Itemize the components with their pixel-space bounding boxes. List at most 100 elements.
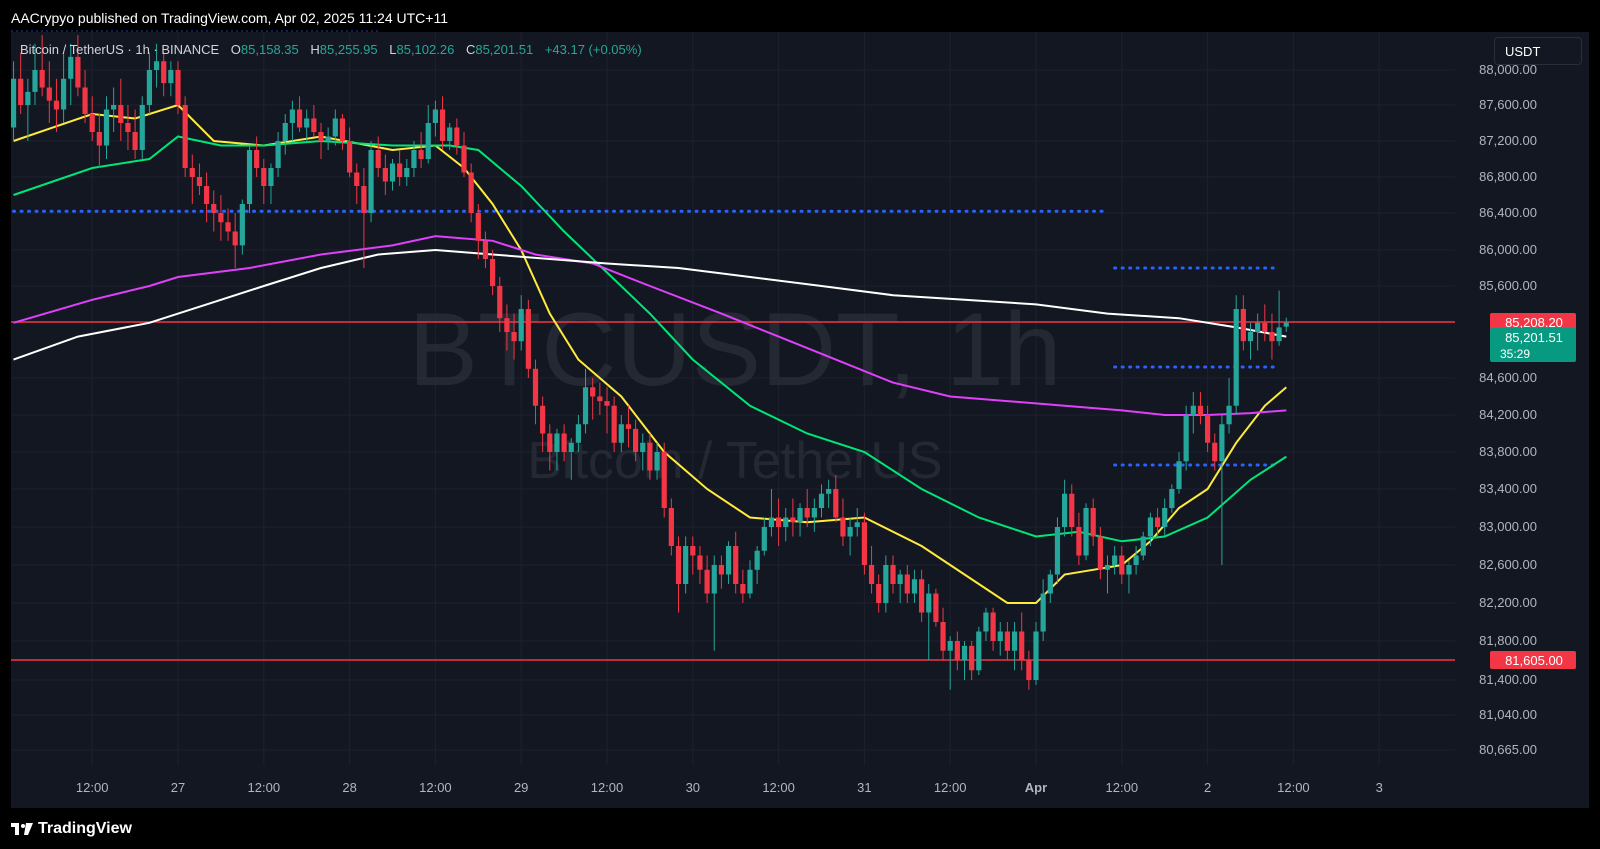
candle-body[interactable]: [1119, 555, 1125, 575]
candle-body[interactable]: [604, 401, 610, 406]
symbol-label[interactable]: Bitcoin / TetherUS · 1h · BINANCE: [20, 42, 220, 57]
candle-body[interactable]: [1269, 332, 1275, 342]
candle-body[interactable]: [633, 428, 639, 452]
candle-body[interactable]: [1219, 424, 1225, 462]
candle-body[interactable]: [1140, 536, 1146, 556]
time-axis[interactable]: [11, 765, 1455, 808]
candle-body[interactable]: [103, 109, 110, 146]
tradingview-brand[interactable]: TradingView: [11, 820, 132, 838]
candle-body[interactable]: [139, 105, 145, 150]
candle-body[interactable]: [132, 132, 138, 150]
candle-body[interactable]: [46, 87, 52, 101]
candle-body[interactable]: [733, 546, 739, 584]
candle-body[interactable]: [1112, 555, 1118, 566]
candle-body[interactable]: [911, 579, 918, 594]
candle-body[interactable]: [1183, 415, 1189, 462]
candle-body[interactable]: [1076, 527, 1082, 556]
candle-body[interactable]: [983, 612, 989, 632]
candle-body[interactable]: [175, 70, 181, 105]
candle-body[interactable]: [482, 240, 489, 259]
candle-body[interactable]: [868, 565, 875, 584]
candle-body[interactable]: [96, 132, 102, 146]
price-axis[interactable]: [1455, 32, 1589, 808]
candle-body[interactable]: [425, 123, 431, 159]
candle-body[interactable]: [897, 574, 903, 585]
candle-body[interactable]: [218, 213, 224, 223]
candle-body[interactable]: [1154, 517, 1161, 528]
candle-body[interactable]: [361, 186, 367, 213]
candle-body[interactable]: [239, 204, 245, 246]
candle-body[interactable]: [1026, 660, 1032, 681]
candle-body[interactable]: [53, 100, 60, 110]
candle-body[interactable]: [1169, 489, 1175, 508]
candle-body[interactable]: [826, 489, 832, 494]
candle-body[interactable]: [418, 150, 424, 159]
candle-body[interactable]: [1190, 405, 1196, 415]
candle-body[interactable]: [761, 527, 767, 551]
candle-body[interactable]: [282, 123, 288, 141]
candle-body[interactable]: [654, 452, 660, 471]
candle-body[interactable]: [461, 145, 467, 173]
candle-body[interactable]: [232, 231, 238, 246]
candle-body[interactable]: [125, 123, 131, 132]
candle-body[interactable]: [25, 91, 31, 105]
candle-body[interactable]: [1011, 631, 1018, 651]
candle-body[interactable]: [382, 168, 388, 182]
candle-body[interactable]: [704, 569, 710, 594]
candle-body[interactable]: [683, 546, 689, 584]
candle-body[interactable]: [532, 368, 539, 406]
candle-body[interactable]: [718, 565, 724, 575]
candle-body[interactable]: [940, 622, 946, 651]
candle-body[interactable]: [1069, 493, 1075, 527]
candle-body[interactable]: [847, 527, 853, 537]
candle-body[interactable]: [289, 109, 295, 124]
candle-body[interactable]: [768, 517, 775, 528]
candle-body[interactable]: [582, 387, 589, 425]
candle-body[interactable]: [969, 645, 975, 671]
candle-body[interactable]: [540, 405, 546, 434]
candle-body[interactable]: [1090, 508, 1096, 537]
candle-body[interactable]: [776, 517, 782, 528]
candle-body[interactable]: [318, 132, 324, 141]
candle-body[interactable]: [339, 118, 346, 142]
candle-body[interactable]: [447, 127, 453, 142]
candle-body[interactable]: [811, 508, 817, 518]
candle-body[interactable]: [1247, 332, 1254, 342]
candle-body[interactable]: [625, 424, 632, 429]
candle-body[interactable]: [1033, 631, 1039, 681]
candle-body[interactable]: [168, 70, 174, 84]
candle-body[interactable]: [961, 645, 968, 661]
candle-body[interactable]: [618, 424, 624, 443]
candle-body[interactable]: [354, 172, 360, 187]
candle-body[interactable]: [454, 127, 460, 146]
candle-body[interactable]: [1097, 536, 1103, 570]
candle-body[interactable]: [332, 118, 338, 137]
candle-body[interactable]: [711, 565, 717, 594]
candle-body[interactable]: [947, 641, 953, 651]
candle-body[interactable]: [1040, 593, 1046, 632]
candle-body[interactable]: [161, 61, 167, 84]
candle-body[interactable]: [311, 118, 317, 133]
candle-body[interactable]: [976, 631, 982, 671]
candle-body[interactable]: [18, 78, 24, 105]
candle-body[interactable]: [304, 118, 310, 128]
candle-body[interactable]: [490, 259, 496, 286]
candle-body[interactable]: [668, 508, 674, 546]
candle-body[interactable]: [1240, 309, 1246, 342]
candle-body[interactable]: [1133, 555, 1139, 566]
candle-body[interactable]: [261, 168, 267, 186]
candle-body[interactable]: [797, 508, 803, 523]
candle-body[interactable]: [833, 489, 839, 518]
candle-body[interactable]: [439, 109, 446, 142]
candle-body[interactable]: [783, 517, 789, 528]
candle-body[interactable]: [246, 150, 253, 204]
candle-body[interactable]: [568, 442, 574, 452]
candle-body[interactable]: [182, 105, 188, 168]
candle-body[interactable]: [926, 593, 932, 613]
candle-body[interactable]: [1176, 461, 1182, 489]
candle-body[interactable]: [904, 574, 910, 594]
candle-body[interactable]: [590, 387, 596, 397]
candle-body[interactable]: [375, 150, 381, 168]
candle-body[interactable]: [204, 186, 210, 204]
candle-body[interactable]: [1104, 565, 1111, 570]
